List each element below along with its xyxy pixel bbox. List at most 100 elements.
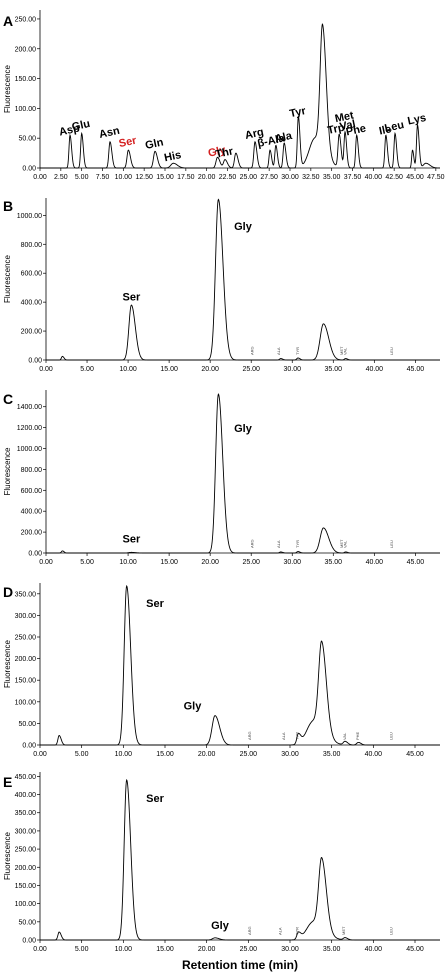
x-tick-label: 30.00 — [281, 174, 299, 181]
integration-marker-label: ARG — [247, 731, 252, 740]
y-tick-label: 0.00 — [22, 166, 36, 173]
peak-label: Met — [334, 109, 355, 125]
x-tick-label: 25.00 — [242, 559, 260, 566]
x-tick-label: 45.00 — [407, 559, 425, 566]
peak-label: Gly — [207, 144, 228, 160]
peak-label: Asn — [98, 125, 121, 141]
x-tick-label: 40.00 — [366, 559, 384, 566]
y-tick-label: 250.00 — [15, 16, 37, 23]
chromatogram-trace — [40, 23, 440, 169]
x-tick-label: 15.00 — [156, 174, 174, 181]
peak-label: Gln — [144, 136, 165, 152]
y-tick-label: 100.00 — [15, 106, 37, 113]
x-tick-label: 0.00 — [33, 174, 47, 181]
x-tick-label: 10.00 — [115, 751, 133, 758]
integration-marker-label: ALA — [278, 927, 283, 935]
y-tick-label: 800.00 — [21, 242, 43, 249]
y-tick-label: 50.00 — [18, 136, 36, 143]
x-tick-label: 40.00 — [365, 751, 383, 758]
x-tick-label: 45.00 — [406, 946, 424, 953]
peak-label: His — [163, 149, 182, 164]
x-tick-label: 5.00 — [80, 366, 94, 373]
x-tick-label: 2.50 — [54, 174, 68, 181]
x-tick-label: 0.00 — [33, 946, 47, 953]
panel-a: A Fluorescence 0.00 50.00 100.00 150.00 200.00… — [3, 10, 445, 181]
integration-marker-label: VAL — [342, 540, 347, 548]
integration-marker-label: LEU — [389, 540, 394, 548]
y-tick-label: 1200.00 — [17, 425, 42, 432]
x-tick-label: 45.00 — [406, 174, 424, 181]
y-tick-label: 300.00 — [15, 828, 37, 835]
integration-marker-label: ALA — [276, 540, 281, 548]
y-tick-label: 400.00 — [21, 509, 43, 516]
y-tick-label: 0.00 — [22, 938, 36, 945]
y-tick-label: 1400.00 — [17, 404, 42, 411]
y-tick-label: 100.00 — [15, 901, 37, 908]
x-tick-label: 20.00 — [198, 751, 216, 758]
x-tick-label: 20.00 — [201, 366, 219, 373]
x-tick-label: 40.00 — [365, 946, 383, 953]
x-tick-label: 25.00 — [240, 751, 258, 758]
x-axis-title: Retention time (min) — [182, 958, 298, 972]
y-axis-label: Fluorescence — [3, 831, 12, 880]
x-tick-label: 20.00 — [198, 946, 216, 953]
panel-b: B Fluorescence 0.00 200.00 400.00 600.00 800.0… — [3, 198, 440, 373]
x-tick-label: 35.00 — [323, 751, 341, 758]
integration-marker-label: VAL — [342, 732, 347, 740]
x-tick-label: 35.00 — [325, 366, 343, 373]
x-tick-label: 5.00 — [75, 174, 89, 181]
x-tick-label: 40.00 — [366, 366, 384, 373]
x-tick-label: 10.00 — [119, 366, 137, 373]
y-tick-label: 200.00 — [21, 329, 43, 336]
x-tick-label: 30.00 — [281, 751, 299, 758]
y-tick-label: 800.00 — [21, 467, 43, 474]
x-tick-label: 15.00 — [156, 751, 174, 758]
y-axis-label: Fluorescence — [3, 254, 12, 303]
x-tick-label: 10.00 — [115, 174, 133, 181]
y-tick-label: 300.00 — [15, 613, 37, 620]
y-tick-label: 200.00 — [15, 46, 37, 53]
y-tick-label: 400.00 — [15, 792, 37, 799]
integration-marker-label: TYR — [295, 347, 300, 355]
x-tick-label: 35.00 — [325, 559, 343, 566]
integration-marker-label: TYR — [294, 927, 299, 935]
integration-marker-label: MET — [339, 346, 344, 355]
y-tick-label: 600.00 — [21, 488, 43, 495]
panel-letter: B — [3, 198, 13, 214]
x-tick-label: 25.00 — [242, 366, 260, 373]
x-tick-label: 35.00 — [323, 946, 341, 953]
peak-label: Gly — [211, 920, 230, 932]
integration-marker-label: LEU — [389, 732, 394, 740]
x-tick-label: 0.00 — [39, 366, 53, 373]
peak-label: β-Ala — [256, 132, 286, 150]
x-tick-label: 5.00 — [80, 559, 94, 566]
y-tick-label: 1000.00 — [17, 446, 42, 453]
peak-label: Tyr — [288, 105, 307, 120]
integration-marker-label: MET — [341, 926, 346, 935]
peak-label: Ser — [122, 534, 140, 546]
y-tick-label: 400.00 — [21, 300, 43, 307]
x-tick-label: 40.00 — [365, 174, 383, 181]
panel-c: C Fluorescence 0.00 200.00 400.00 600.00 800.0… — [3, 390, 440, 566]
x-tick-label: 35.00 — [323, 174, 341, 181]
peak-label: Ser — [146, 598, 164, 610]
x-tick-label: 27.50 — [260, 174, 278, 181]
integration-marker-label: LEU — [389, 347, 394, 355]
x-tick-label: 7.50 — [96, 174, 110, 181]
panel-letter: C — [3, 391, 13, 407]
x-tick-label: 30.00 — [283, 559, 301, 566]
peak-label: Thr — [214, 145, 235, 161]
panel-e: E Fluorescence 0.00 50.00 100.00 150.00 200.00… — [3, 772, 440, 953]
peak-label: Trp — [326, 122, 346, 137]
x-tick-label: 20.00 — [198, 174, 216, 181]
peak-label: Lys — [407, 112, 428, 128]
integration-marker-label: MET — [339, 539, 344, 548]
integration-marker-label: PHE — [355, 731, 360, 740]
chromatogram-trace — [40, 778, 440, 941]
y-tick-label: 0.00 — [28, 358, 42, 365]
peak-label: Arg — [244, 126, 265, 142]
peak-label: Ser — [122, 292, 140, 304]
x-tick-label: 15.00 — [160, 559, 178, 566]
integration-marker-label: TYR — [294, 732, 299, 740]
